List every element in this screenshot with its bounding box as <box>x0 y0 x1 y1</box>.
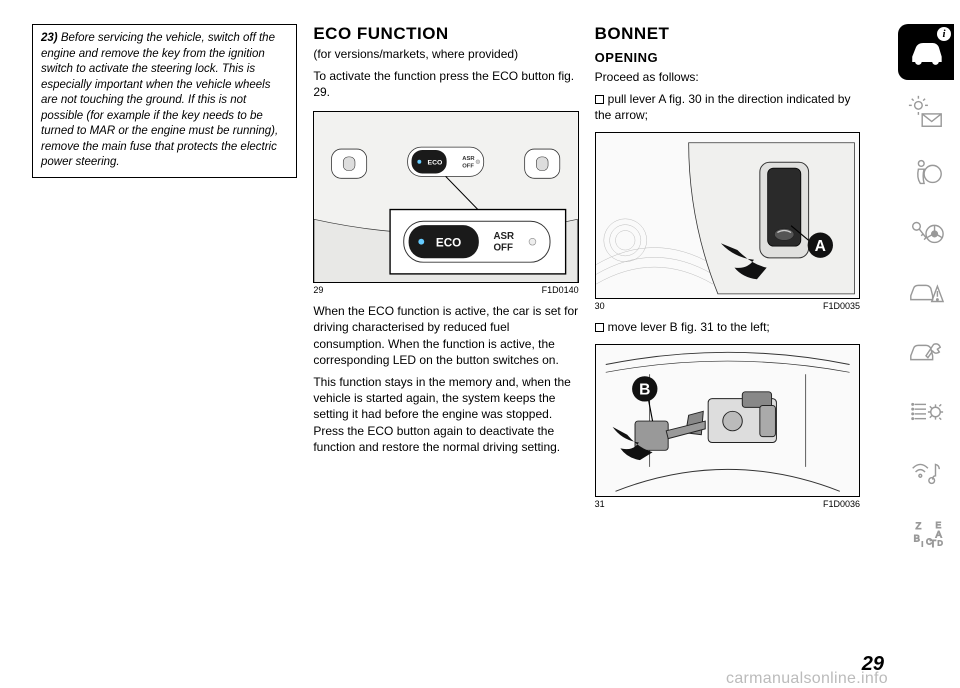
fig29-code: F1D0140 <box>542 285 579 295</box>
bullet-1: pull lever A fig. 30 in the direction in… <box>595 91 860 123</box>
eco-heading: ECO FUNCTION <box>313 24 578 44</box>
svg-text:B: B <box>639 381 650 398</box>
tab-car-warn[interactable] <box>898 264 954 320</box>
tab-car[interactable]: i <box>898 24 954 80</box>
fig30-num: 30 <box>595 301 605 311</box>
column-2: ECO FUNCTION (for versions/markets, wher… <box>313 24 578 654</box>
figure-29-caption: 29 F1D0140 <box>313 285 578 295</box>
column-1: 23) Before servicing the vehicle, switch… <box>32 24 297 654</box>
bullet-square-icon <box>595 95 604 104</box>
svg-text:D: D <box>937 538 943 547</box>
figure-30: A <box>595 132 860 300</box>
bonnet-p1: Proceed as follows: <box>595 69 860 85</box>
bonnet-heading: BONNET <box>595 24 860 44</box>
tab-key-wheel[interactable] <box>898 204 954 260</box>
warning-text: Before servicing the vehicle, switch off… <box>41 32 278 168</box>
warning-box: 23) Before servicing the vehicle, switch… <box>32 24 297 178</box>
bullet-square-icon <box>595 323 604 332</box>
svg-text:OFF: OFF <box>494 242 514 253</box>
tab-list-gear[interactable] <box>898 384 954 440</box>
info-icon: i <box>937 27 951 41</box>
warning-number: 23) <box>41 32 58 44</box>
sidebar: i Z E B A I D <box>898 24 954 560</box>
fig31-code: F1D0036 <box>823 499 860 509</box>
column-3: BONNET OPENING Proceed as follows: pull … <box>595 24 860 654</box>
tab-car-wrench[interactable] <box>898 324 954 380</box>
svg-text:ECO: ECO <box>428 159 443 166</box>
eco-p2: When the ECO function is active, the car… <box>313 303 578 368</box>
fig30-code: F1D0035 <box>823 301 860 311</box>
figure-31: B <box>595 344 860 497</box>
svg-text:T: T <box>930 539 937 550</box>
svg-text:ASR: ASR <box>494 230 515 241</box>
svg-text:E: E <box>936 520 942 530</box>
eco-subtitle: (for versions/markets, where provided) <box>313 46 578 62</box>
watermark: carmanualsonline.info <box>726 670 888 688</box>
svg-text:A: A <box>814 238 825 255</box>
eco-p3: This function stays in the memory and, w… <box>313 374 578 455</box>
svg-text:Z: Z <box>916 521 922 532</box>
svg-text:OFF: OFF <box>463 163 475 169</box>
opening-heading: OPENING <box>595 50 860 65</box>
svg-text:I: I <box>921 539 923 548</box>
svg-text:ECO: ECO <box>436 236 461 249</box>
svg-text:B: B <box>914 534 920 545</box>
bullet-2: move lever B fig. 31 to the left; <box>595 319 860 335</box>
figure-30-caption: 30 F1D0035 <box>595 301 860 311</box>
tab-wifi-note[interactable] <box>898 444 954 500</box>
svg-text:ASR: ASR <box>463 155 476 161</box>
figure-31-caption: 31 F1D0036 <box>595 499 860 509</box>
fig31-num: 31 <box>595 499 605 509</box>
figure-29: ECO ASR OFF ECO ASR OFF <box>313 111 578 284</box>
tab-airbag[interactable] <box>898 144 954 200</box>
tab-alpha[interactable]: Z E B A I D C T <box>898 504 954 560</box>
fig29-num: 29 <box>313 285 323 295</box>
eco-p1: To activate the function press the ECO b… <box>313 68 578 100</box>
tab-light-mail[interactable] <box>898 84 954 140</box>
